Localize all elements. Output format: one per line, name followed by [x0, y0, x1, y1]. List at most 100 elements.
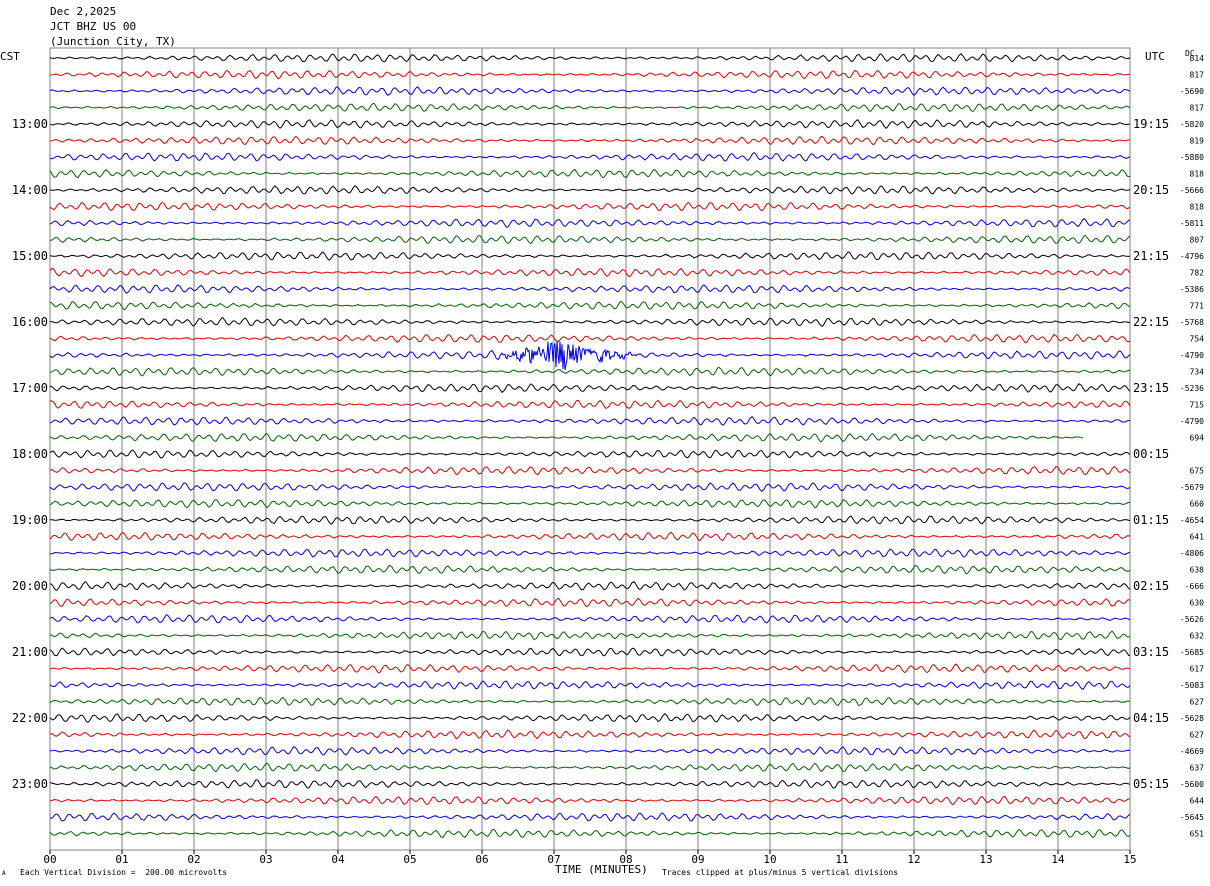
- right-hour-label: 21:15: [1133, 249, 1169, 263]
- trace-row: [49, 449, 1131, 459]
- dc-offset-label: 694: [1190, 434, 1205, 443]
- left-hour-label: 23:00: [12, 777, 48, 791]
- right-hour-label: 01:15: [1133, 513, 1169, 527]
- dc-offset-label: -5811: [1180, 219, 1204, 228]
- dc-offset-label: 734: [1190, 368, 1205, 377]
- x-tick-label: 14: [1051, 853, 1065, 866]
- trace-row: [49, 647, 1131, 657]
- right-hour-label: 22:15: [1133, 315, 1169, 329]
- right-hour-label: 23:15: [1133, 381, 1169, 395]
- dc-offset-label: -5236: [1180, 384, 1204, 393]
- dc-offset-label: -5690: [1180, 87, 1204, 96]
- dc-offset-label: 617: [1190, 665, 1205, 674]
- vertical-division-note: Each Vertical Division = 200.00 microvol…: [20, 868, 228, 877]
- trace-row: [49, 382, 1131, 393]
- dc-offset-label: 817: [1190, 104, 1205, 113]
- trace-row: [49, 465, 1131, 476]
- right-hour-label: 00:15: [1133, 447, 1169, 461]
- station-location: (Junction City, TX): [50, 35, 176, 48]
- x-tick-label: 07: [547, 853, 560, 866]
- x-tick-label: 09: [691, 853, 704, 866]
- dc-offset-label: 771: [1190, 302, 1205, 311]
- trace-row: [49, 581, 1131, 591]
- trace-row: [49, 482, 1131, 493]
- right-hour-label: 03:15: [1133, 645, 1169, 659]
- trace-row: [50, 234, 1131, 245]
- trace-row: [49, 415, 1131, 426]
- x-tick-label: 04: [331, 853, 345, 866]
- trace-row: [49, 399, 1131, 410]
- dc-offset-label: -5685: [1180, 648, 1204, 657]
- trace-row: [49, 531, 1131, 542]
- left-hour-label: 21:00: [12, 645, 48, 659]
- trace-row: [49, 762, 1131, 773]
- dc-offset-label: 817: [1190, 71, 1205, 80]
- dc-offset-label: 819: [1190, 137, 1205, 146]
- trace-row: [49, 284, 1131, 294]
- x-tick-label: 05: [403, 853, 416, 866]
- dc-offset-label: -5820: [1180, 120, 1204, 129]
- dc-offset-label: 644: [1190, 797, 1205, 806]
- dc-offset-label: 651: [1190, 830, 1205, 839]
- dc-offset-label: 818: [1190, 170, 1205, 179]
- dc-offset-label: 675: [1190, 467, 1205, 476]
- trace-row: [49, 102, 1131, 113]
- x-tick-label: 11: [835, 853, 848, 866]
- dc-offset-label: -5083: [1180, 681, 1204, 690]
- left-hour-label: 13:00: [12, 117, 48, 131]
- right-hour-label: 05:15: [1133, 777, 1169, 791]
- trace-row: [49, 812, 1131, 822]
- trace-row: [49, 333, 1131, 344]
- left-hour-label: 15:00: [12, 249, 48, 263]
- x-tick-label: 03: [259, 853, 272, 866]
- trace-row: [49, 548, 1131, 558]
- dc-offset-label: 637: [1190, 764, 1205, 773]
- clip-note: Traces clipped at plus/minus 5 vertical …: [662, 868, 899, 877]
- dc-offset-label: -5880: [1180, 153, 1204, 162]
- dc-offset-label: 660: [1190, 500, 1205, 509]
- dc-offset-label: -5626: [1180, 615, 1204, 624]
- x-tick-label: 06: [475, 853, 488, 866]
- trace-row: [49, 300, 1130, 311]
- dc-offset-label: -4790: [1180, 417, 1204, 426]
- dc-offset-label: -5645: [1180, 813, 1204, 822]
- dc-offset-label: -4790: [1180, 351, 1204, 360]
- dc-column-label: DC: [1185, 49, 1195, 58]
- trace-row: [49, 432, 1084, 443]
- trace-row: [49, 119, 1131, 129]
- dc-offset-label: -5768: [1180, 318, 1204, 327]
- dc-offset-label: 638: [1190, 566, 1205, 575]
- dc-offset-label: -4654: [1180, 516, 1204, 525]
- plot-frame: [49, 47, 1131, 851]
- right-hour-label: 20:15: [1133, 183, 1169, 197]
- trace-row: [49, 712, 1131, 723]
- trace-row: [49, 185, 1131, 195]
- x-tick-label: 10: [763, 853, 776, 866]
- trace-row: [49, 168, 1131, 179]
- dc-offset-label: -5600: [1180, 780, 1204, 789]
- trace-row: [49, 86, 1131, 96]
- dc-offset-label: 630: [1190, 599, 1205, 608]
- trace-row: [49, 630, 1131, 641]
- trace-row: [49, 69, 1131, 80]
- x-axis-label: TIME (MINUTES): [555, 863, 648, 876]
- dc-offset-label: 627: [1190, 698, 1205, 707]
- right-timezone-label: UTC: [1145, 50, 1165, 63]
- trace-row: [49, 366, 1131, 377]
- dc-offset-label: 641: [1190, 533, 1205, 542]
- right-hour-label: 04:15: [1133, 711, 1169, 725]
- trace-row: [49, 135, 1131, 146]
- trace-row: [49, 696, 1130, 707]
- dc-offset-label: 632: [1190, 632, 1205, 641]
- trace-row: [49, 795, 1130, 806]
- left-hour-label: 18:00: [12, 447, 48, 461]
- trace-row: [49, 267, 1131, 278]
- dc-offset-label: -5679: [1180, 483, 1204, 492]
- trace-row: [49, 341, 1131, 371]
- dc-offset-label: 814: [1190, 54, 1205, 63]
- trace-row: [49, 499, 1131, 509]
- dc-offset-label: 715: [1190, 401, 1205, 410]
- dc-offset-label: -4796: [1180, 252, 1204, 261]
- dc-offset-label: -666: [1185, 582, 1204, 591]
